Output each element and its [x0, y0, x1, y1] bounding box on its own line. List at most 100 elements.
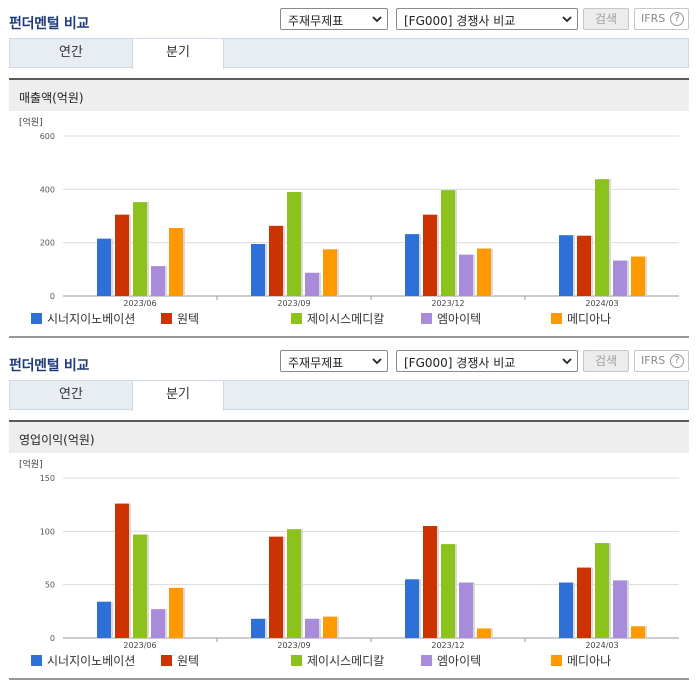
bar: [133, 202, 147, 296]
y-unit-label: [억원]: [19, 458, 43, 470]
tab-annual[interactable]: 연간: [59, 45, 83, 60]
y-tick-label: 0: [50, 292, 55, 301]
chart-legend: 시너지이노베이션 원텍 제이시스메디칼 엠아이텍 메디아나: [9, 652, 689, 668]
legend-item[interactable]: 엠아이텍: [421, 652, 481, 669]
help-icon[interactable]: ?: [670, 354, 684, 368]
help-icon[interactable]: ?: [670, 12, 684, 26]
legend-label: 메디아나: [567, 654, 612, 668]
legend-item[interactable]: 메디아나: [551, 310, 611, 327]
legend-label: 메디아나: [567, 312, 612, 326]
legend-item[interactable]: 시너지이노베이션: [31, 310, 135, 327]
bar: [251, 244, 265, 296]
legend-label: 시너지이노베이션: [47, 312, 136, 326]
fundamental-panel-operating-profit: 펀더멘털 비교 주재무제표 [FG000] 경쟁사 비교 검색 IFRS ? 연…: [0, 342, 696, 684]
ifrs-button[interactable]: IFRS ?: [634, 350, 689, 372]
ifrs-label: IFRS: [641, 354, 666, 367]
bar: [269, 536, 283, 638]
search-button[interactable]: 검색: [583, 350, 629, 372]
bar: [631, 626, 645, 638]
comparison-group-select[interactable]: [FG000] 경쟁사 비교: [396, 8, 578, 30]
period-tabs: 연간 분기: [9, 380, 689, 411]
legend-item[interactable]: 시너지이노베이션: [31, 652, 135, 669]
legend-swatch: [291, 655, 302, 666]
operating-profit-bar-chart: [억원] 0 50 100 150 2023/06 2023/09 2023/12 2024/0…: [9, 455, 689, 678]
section-title: 매출액(억원): [19, 91, 84, 105]
bar: [559, 582, 573, 638]
divider: [9, 678, 689, 680]
legend-label: 제이시스메디칼: [307, 654, 385, 668]
bar: [115, 214, 129, 296]
search-button[interactable]: 검색: [583, 8, 629, 30]
legend-swatch: [421, 313, 432, 324]
legend-swatch: [161, 313, 172, 324]
tab-quarterly[interactable]: 분기: [132, 381, 224, 411]
bar: [459, 582, 473, 638]
comparison-group-select[interactable]: [FG000] 경쟁사 비교: [396, 350, 578, 372]
bar: [251, 618, 265, 638]
legend-swatch: [551, 655, 562, 666]
x-tick-label: 2024/03: [585, 299, 618, 308]
revenue-bar-chart: [억원] 0 200 400 600 2023/06 2023/09 2023/12 2024/…: [9, 113, 689, 336]
y-tick-label: 200: [40, 239, 55, 248]
x-tick-label: 2023/06: [123, 641, 156, 650]
bar: [459, 254, 473, 296]
bar: [577, 567, 591, 638]
legend-item[interactable]: 제이시스메디칼: [291, 652, 384, 669]
x-tick-label: 2024/03: [585, 641, 618, 650]
bar: [305, 618, 319, 638]
bar: [577, 235, 591, 296]
x-tick-label: 2023/06: [123, 299, 156, 308]
legend-item[interactable]: 엠아이텍: [421, 310, 481, 327]
bar: [97, 238, 111, 296]
tab-annual[interactable]: 연간: [59, 387, 83, 402]
legend-label: 원텍: [177, 654, 200, 668]
statement-type-value: 주재무제표: [288, 14, 344, 28]
tab-quarterly[interactable]: 분기: [132, 39, 224, 69]
chart-svg: [억원] 0 50 100 150 2023/06 2023/09 2023/12 2024/0…: [19, 458, 679, 650]
bar: [133, 534, 147, 638]
panel-title: 펀더멘털 비교: [9, 16, 90, 32]
bar: [441, 544, 455, 638]
legend-item[interactable]: 원텍: [161, 652, 199, 669]
legend-swatch: [161, 655, 172, 666]
panel-header: 펀더멘털 비교 주재무제표 [FG000] 경쟁사 비교 검색 IFRS ?: [0, 342, 696, 378]
statement-type-select[interactable]: 주재무제표: [280, 350, 388, 372]
bar: [151, 609, 165, 638]
period-tabs: 연간 분기: [9, 38, 689, 69]
bar: [269, 225, 283, 296]
chart-legend: 시너지이노베이션 원텍 제이시스메디칼 엠아이텍 메디아나: [9, 310, 689, 326]
statement-type-select[interactable]: 주재무제표: [280, 8, 388, 30]
legend-item[interactable]: 원텍: [161, 310, 199, 327]
legend-label: 엠아이텍: [437, 654, 482, 668]
legend-label: 시너지이노베이션: [47, 654, 136, 668]
bar: [151, 266, 165, 296]
legend-label: 원텍: [177, 312, 200, 326]
chevron-down-icon: [562, 16, 572, 23]
legend-item[interactable]: 제이시스메디칼: [291, 310, 384, 327]
bar: [423, 526, 437, 638]
bar: [477, 248, 491, 296]
bar: [169, 228, 183, 296]
legend-swatch: [31, 313, 42, 324]
legend-swatch: [291, 313, 302, 324]
section-title: 영업이익(억원): [19, 433, 95, 447]
bar: [169, 587, 183, 638]
divider: [9, 336, 689, 338]
x-tick-label: 2023/09: [277, 641, 310, 650]
bar: [613, 260, 627, 296]
legend-item[interactable]: 메디아나: [551, 652, 611, 669]
legend-label: 제이시스메디칼: [307, 312, 385, 326]
y-tick-label: 100: [40, 527, 55, 536]
x-tick-label: 2023/09: [277, 299, 310, 308]
panel-title: 펀더멘털 비교: [9, 358, 90, 374]
chart-svg: [억원] 0 200 400 600 2023/06 2023/09 2023/12 2024/…: [19, 116, 679, 308]
x-tick-label: 2023/12: [431, 641, 464, 650]
bar: [441, 190, 455, 296]
bar: [323, 616, 337, 638]
x-tick-label: 2023/12: [431, 299, 464, 308]
statement-type-value: 주재무제표: [288, 356, 344, 370]
bar: [287, 192, 301, 296]
section-header: 매출액(억원): [9, 78, 689, 111]
legend-swatch: [551, 313, 562, 324]
ifrs-button[interactable]: IFRS ?: [634, 8, 689, 30]
